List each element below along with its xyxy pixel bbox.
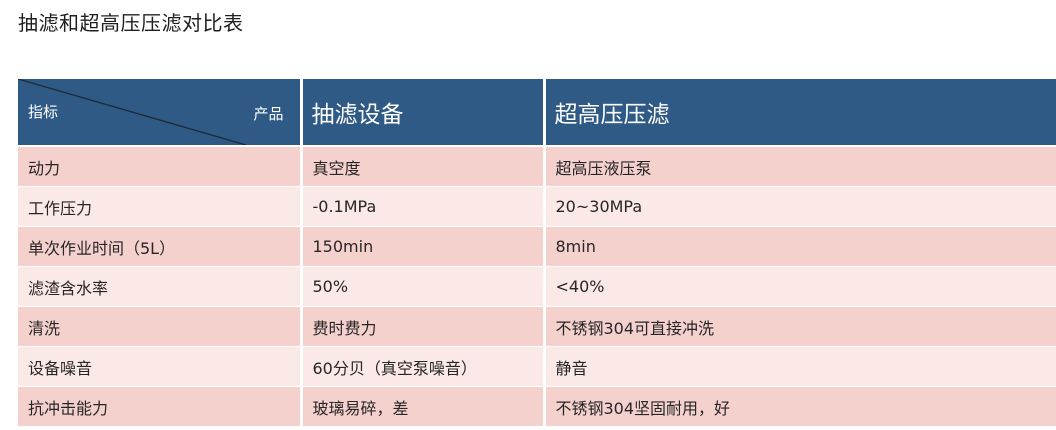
page-title: 抽滤和超高压压滤对比表 (18, 11, 244, 35)
indicator-cell: 单次作业时间（5L） (18, 226, 301, 267)
product-b-cell: 20~30MPa (542, 186, 1056, 227)
product-b-cell: <40% (542, 266, 1056, 307)
corner-product-label: 产品 (253, 105, 284, 123)
product-b-cell: 超高压液压泵 (542, 146, 1056, 187)
table-row: 设备噪音 60分贝（真空泵噪音） 静音 (18, 346, 1056, 387)
header-product-a: 抽滤设备 (299, 79, 544, 147)
table-row: 工作压力 -0.1MPa 20~30MPa (18, 186, 1056, 227)
indicator-cell: 设备噪音 (18, 346, 301, 387)
indicator-cell: 滤渣含水率 (18, 266, 301, 307)
product-a-cell: 60分贝（真空泵噪音） (299, 346, 544, 387)
product-b-cell: 不锈钢304可直接冲洗 (542, 306, 1056, 347)
indicator-cell: 工作压力 (18, 186, 301, 227)
corner-header-cell: 指标 产品 (18, 79, 301, 147)
diagonal-divider (18, 79, 247, 145)
product-a-cell: 50% (299, 266, 544, 307)
indicator-cell: 清洗 (18, 306, 301, 347)
table-row: 单次作业时间（5L） 150min 8min (18, 226, 1056, 267)
product-a-cell: 玻璃易碎，差 (299, 386, 544, 427)
table-row: 动力 真空度 超高压液压泵 (18, 146, 1056, 187)
header-product-b: 超高压压滤 (542, 79, 1056, 147)
table-row: 抗冲击能力 玻璃易碎，差 不锈钢304坚固耐用，好 (18, 386, 1056, 427)
product-b-cell: 不锈钢304坚固耐用，好 (542, 386, 1056, 427)
product-a-cell: 费时费力 (299, 306, 544, 347)
product-a-cell: 真空度 (299, 146, 544, 187)
product-b-cell: 静音 (542, 346, 1056, 387)
product-a-cell: -0.1MPa (299, 186, 544, 227)
table-row: 滤渣含水率 50% <40% (18, 266, 1056, 307)
product-a-cell: 150min (299, 226, 544, 267)
corner-indicator-label: 指标 (28, 103, 59, 121)
product-b-cell: 8min (542, 226, 1056, 267)
indicator-cell: 动力 (18, 146, 301, 187)
table-row: 清洗 费时费力 不锈钢304可直接冲洗 (18, 306, 1056, 347)
comparison-table: 指标 产品 抽滤设备 超高压压滤 动力 真空度 超高压液压泵 工作压力 -0.1… (18, 79, 1056, 427)
indicator-cell: 抗冲击能力 (18, 386, 301, 427)
table-header-row: 指标 产品 抽滤设备 超高压压滤 (18, 79, 1056, 147)
